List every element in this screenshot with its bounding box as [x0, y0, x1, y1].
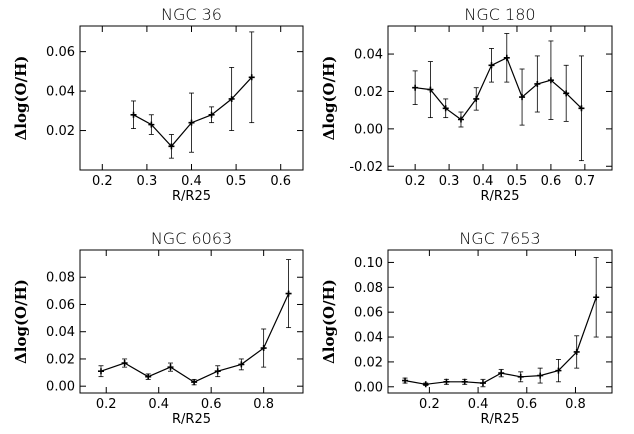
x-tick-label: 0.2 — [419, 397, 440, 412]
data-point — [547, 77, 554, 84]
x-axis-label: R/R25 — [172, 412, 211, 427]
x-tick-label: 0.3 — [137, 174, 158, 189]
panel-3: NGC 7653 0.2 0.4 0.6 0.8 0.00 0.02 0.04 0.06 0.08… — [320, 229, 613, 427]
chart-title: NGC 6063 — [151, 229, 232, 248]
data-point — [97, 368, 104, 375]
x-tick-label: 0.8 — [253, 397, 274, 412]
data-point — [534, 80, 541, 87]
x-tick-label: 0.5 — [226, 174, 247, 189]
data-point — [555, 367, 562, 374]
data-point — [228, 95, 235, 102]
x-axis-label: R/R25 — [481, 189, 520, 204]
y-tick-label: 0.00 — [354, 380, 383, 395]
data-point — [248, 74, 255, 81]
y-tick-label: 0.02 — [354, 355, 383, 370]
data-point — [285, 290, 292, 297]
y-axis-label: Δlog(O/H) — [12, 56, 30, 141]
plot-frame — [387, 249, 613, 394]
x-tick-label: 0.5 — [507, 174, 528, 189]
y-axis-label: Δlog(O/H) — [320, 56, 338, 141]
data-point — [427, 86, 434, 93]
x-tick-label: 0.2 — [96, 397, 117, 412]
data-point — [238, 361, 245, 368]
y-axis-label: Δlog(O/H) — [12, 279, 30, 364]
chart-title: NGC 180 — [464, 5, 535, 24]
data-point — [517, 373, 524, 380]
y-tick-label: 0.10 — [354, 256, 383, 271]
panel-0: NGC 36 0.2 0.3 0.4 0.5 0.6 0.02 0.04 0.06 R/R25 Δl… — [12, 5, 304, 204]
y-tick-label: 0.08 — [354, 281, 383, 296]
y-tick-label: 0.08 — [46, 271, 75, 286]
data-point — [443, 378, 450, 385]
data-point — [167, 364, 174, 371]
data-point — [214, 368, 221, 375]
data-point — [191, 379, 198, 386]
data-point — [412, 84, 419, 91]
data-point — [488, 62, 495, 69]
data-point — [422, 381, 429, 388]
x-tick-label: 0.3 — [439, 174, 460, 189]
data-point — [121, 360, 128, 367]
series-line — [100, 293, 290, 383]
x-tick-label: 0.4 — [473, 174, 494, 189]
data-point — [503, 54, 510, 61]
chart-title: NGC 36 — [161, 5, 222, 24]
x-tick-label: 0.6 — [541, 174, 562, 189]
y-axis-label: Δlog(O/H) — [320, 279, 338, 364]
x-tick-label: 0.4 — [148, 397, 169, 412]
data-point — [208, 111, 215, 118]
x-tick-label: 0.6 — [516, 397, 537, 412]
y-tick-label: 0.04 — [354, 331, 383, 346]
x-tick-label: 0.8 — [565, 397, 586, 412]
data-point — [402, 377, 409, 384]
y-tick-label: 0.02 — [46, 352, 75, 367]
plot-frame — [79, 249, 304, 394]
x-tick-label: 0.6 — [201, 397, 222, 412]
panel-2: NGC 6063 0.2 0.4 0.6 0.8 0.00 0.02 0.04 0.06 0.08… — [12, 229, 304, 427]
data-point — [442, 105, 449, 112]
x-axis-label: R/R25 — [481, 412, 520, 427]
data-point — [573, 348, 580, 355]
y-tick-label: 0.04 — [46, 325, 75, 340]
y-tick-label: 0.02 — [46, 124, 75, 139]
x-tick-label: 0.2 — [405, 174, 426, 189]
data-point — [130, 111, 137, 118]
series-line — [133, 76, 253, 148]
plot-frame — [387, 25, 613, 171]
data-point — [260, 345, 267, 352]
data-point — [498, 370, 505, 377]
y-tick-label: 0.02 — [354, 85, 383, 100]
data-point — [168, 143, 175, 150]
data-point — [593, 294, 600, 301]
data-point — [148, 121, 155, 128]
y-tick-label: 0.06 — [46, 298, 75, 313]
x-tick-label: 0.7 — [575, 174, 596, 189]
x-tick-label: 0.6 — [270, 174, 291, 189]
data-point — [519, 94, 526, 101]
x-axis-label: R/R25 — [172, 189, 211, 204]
y-tick-label: 0.06 — [354, 306, 383, 321]
x-tick-label: 0.2 — [92, 174, 113, 189]
y-tick-label: 0.00 — [354, 122, 383, 137]
data-point — [479, 380, 486, 387]
y-tick-label: 0.06 — [46, 45, 75, 60]
panel-1: NGC 180 0.2 0.3 0.4 0.5 0.6 0.7 -0.02 0.00 0.02 0.… — [320, 5, 613, 204]
y-tick-label: -0.02 — [349, 160, 383, 175]
data-point — [473, 95, 480, 102]
chart-title: NGC 7653 — [459, 229, 540, 248]
x-tick-label: 0.4 — [181, 174, 202, 189]
series-line — [415, 56, 582, 121]
data-point — [578, 105, 585, 112]
data-point — [457, 116, 464, 123]
y-tick-label: 0.00 — [46, 380, 75, 395]
data-point — [461, 378, 468, 385]
data-point — [537, 372, 544, 379]
x-tick-label: 0.4 — [468, 397, 489, 412]
data-point — [563, 90, 570, 97]
data-point — [145, 373, 152, 380]
y-tick-label: 0.04 — [46, 85, 75, 100]
data-point — [188, 119, 195, 126]
y-tick-label: 0.04 — [354, 48, 383, 63]
